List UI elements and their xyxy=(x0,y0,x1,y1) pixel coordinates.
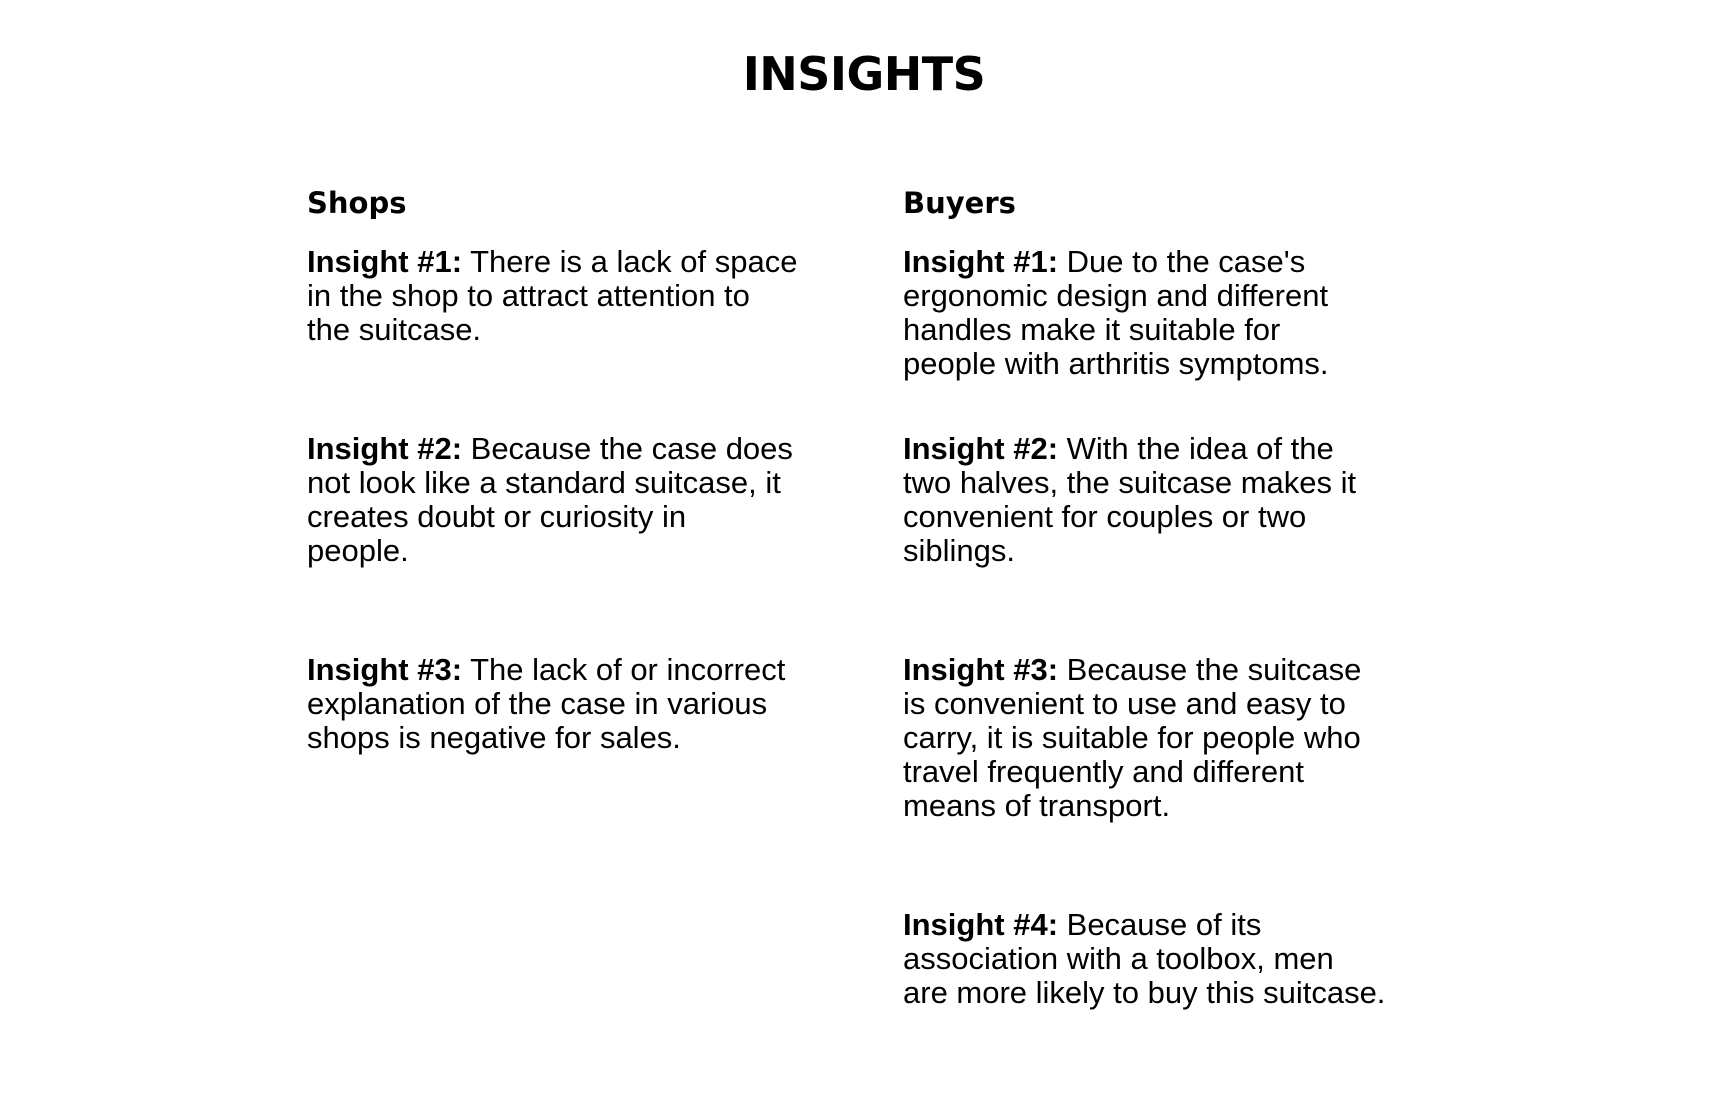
shops-heading: Shops xyxy=(307,186,407,220)
insight-label: Insight #3: xyxy=(903,652,1059,687)
insight-text-line: two halves, the suitcase makes it xyxy=(903,465,1357,500)
insight-text-line: carry, it is suitable for people who xyxy=(903,720,1361,755)
insight-label: Insight #2: xyxy=(903,431,1059,466)
shops-insight-3: Insight #3: The lack of or incorrect exp… xyxy=(307,653,847,755)
insight-text-line: not look like a standard suitcase, it xyxy=(307,465,781,500)
insight-text-line: explanation of the case in various xyxy=(307,686,768,721)
buyers-insight-2: Insight #2: With the idea of the two hal… xyxy=(903,432,1443,568)
insight-text-line: shops is negative for sales. xyxy=(307,720,681,755)
buyers-insight-3: Insight #3: Because the suitcase is conv… xyxy=(903,653,1443,823)
insight-text-line: people with arthritis symptoms. xyxy=(903,346,1329,381)
page-title: INSIGHTS xyxy=(742,47,986,101)
buyers-insight-1: Insight #1: Due to the case's ergonomic … xyxy=(903,245,1443,381)
shops-insight-1: Insight #1: There is a lack of space in … xyxy=(307,245,847,347)
buyers-insight-4: Insight #4: Because of its association w… xyxy=(903,908,1443,1010)
insight-text-line: association with a toolbox, men xyxy=(903,941,1334,976)
insight-label: Insight #4: xyxy=(903,907,1059,942)
insight-text-line: The lack of or incorrect xyxy=(470,652,786,687)
insight-text-line: Because the suitcase xyxy=(1066,652,1362,687)
insight-text-line: are more likely to buy this suitcase. xyxy=(903,975,1386,1010)
insight-text-line: There is a lack of space xyxy=(470,244,798,279)
insight-text-line: people. xyxy=(307,533,409,568)
insight-text-line: With the idea of the xyxy=(1066,431,1334,466)
insight-text-line: is convenient to use and easy to xyxy=(903,686,1346,721)
insight-text-line: in the shop to attract attention to xyxy=(307,278,750,313)
insight-text-line: the suitcase. xyxy=(307,312,482,347)
insight-label: Insight #1: xyxy=(307,244,463,279)
insight-text-line: Because of its xyxy=(1066,907,1262,942)
insight-text-line: ergonomic design and different xyxy=(903,278,1329,313)
insight-text-line: creates doubt or curiosity in xyxy=(307,499,687,534)
insight-text-line: Due to the case's xyxy=(1066,244,1306,279)
insight-text-line: handles make it suitable for xyxy=(903,312,1281,347)
insight-text-line: convenient for couples or two xyxy=(903,499,1307,534)
shops-insight-2: Insight #2: Because the case does not lo… xyxy=(307,432,847,568)
insight-text-line: siblings. xyxy=(903,533,1015,568)
insight-text-line: travel frequently and different xyxy=(903,754,1304,789)
buyers-heading: Buyers xyxy=(903,186,1016,220)
insight-text-line: means of transport. xyxy=(903,788,1171,823)
insight-label: Insight #3: xyxy=(307,652,463,687)
insight-text-line: Because the case does xyxy=(470,431,793,466)
insight-label: Insight #1: xyxy=(903,244,1059,279)
insight-label: Insight #2: xyxy=(307,431,463,466)
